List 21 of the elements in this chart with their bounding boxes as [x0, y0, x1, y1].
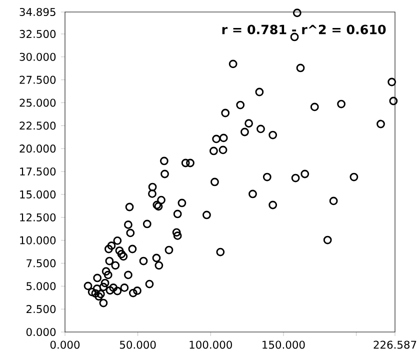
y-tick-label: 22.500 — [20, 122, 56, 130]
y-tick-label: 25.000 — [20, 98, 56, 107]
y-tick-label: 15.000 — [20, 190, 56, 198]
annotation: r = 0.781 - r^2 = 0.610 — [222, 24, 386, 34]
y-tick-label: 17.500 — [20, 167, 56, 176]
y-tick-label: 0.000 — [26, 328, 56, 336]
y-tick-label: 7.500 — [26, 259, 56, 268]
y-tick-label: 2.500 — [26, 305, 56, 314]
y-tick-label: 30.000 — [20, 52, 56, 61]
y-tick-label: 20.000 — [20, 144, 56, 153]
y-tick-label: 12.500 — [20, 213, 56, 222]
y-tick-label: 32.500 — [20, 30, 56, 38]
y-tick-label: 34.895 — [20, 8, 56, 16]
x-tick-label: 0.000 — [50, 340, 80, 349]
x-tick-label: 150.000 — [262, 340, 305, 349]
y-tick-label: 27.500 — [20, 76, 56, 84]
x-tick-label: 226.587 — [374, 340, 416, 349]
x-tick-label: 50.000 — [120, 340, 156, 349]
y-tick-label: 5.000 — [26, 282, 56, 290]
x-tick-label: 100.000 — [190, 340, 232, 349]
y-tick-label: 10.000 — [20, 236, 56, 244]
